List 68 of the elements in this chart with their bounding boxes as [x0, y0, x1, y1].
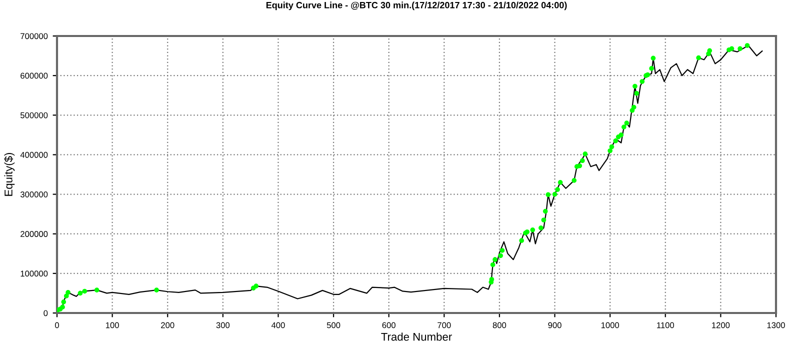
point	[541, 218, 546, 222]
point	[530, 227, 536, 232]
point	[254, 284, 259, 288]
y-tick-label: 0	[44, 310, 48, 316]
point	[572, 178, 577, 183]
point	[154, 288, 159, 292]
chart-title: Equity Curve Line - @BTC 30 min.(17/12/2017 17:30 - 21/10/2022 04:00)	[266, 2, 567, 10]
point	[707, 48, 712, 54]
point	[618, 132, 624, 138]
y-tick-label: 200000	[20, 231, 48, 237]
point	[61, 300, 66, 304]
point	[558, 180, 563, 185]
x-tick-label: 800	[492, 322, 506, 328]
point	[66, 290, 70, 295]
y-tick-label: 500000	[20, 112, 48, 118]
point	[729, 46, 734, 52]
point	[498, 253, 503, 258]
x-tick-label: 900	[548, 322, 562, 328]
x-tick-label: 200	[161, 322, 174, 328]
point	[640, 79, 645, 84]
point	[552, 192, 558, 197]
point	[555, 187, 560, 192]
x-tick-label: 300	[216, 322, 230, 328]
point	[632, 84, 638, 89]
y-tick-label: 600000	[20, 72, 48, 79]
x-tick-label: 100	[106, 322, 119, 328]
point	[519, 238, 524, 243]
x-tick-label: 1000	[601, 322, 620, 328]
x-tick-label: 1100	[657, 322, 674, 328]
point	[650, 56, 656, 61]
point	[94, 288, 100, 292]
point	[744, 43, 750, 48]
point	[577, 163, 582, 168]
point	[649, 66, 654, 71]
x-tick-label: 400	[271, 322, 285, 328]
point	[538, 226, 544, 230]
x-axis-title: Trade Number	[381, 332, 452, 341]
point	[696, 55, 701, 60]
x-tick-label: 1300	[767, 322, 785, 328]
y-tick-label: 400000	[20, 152, 48, 158]
point	[580, 158, 585, 164]
point	[78, 290, 83, 296]
point	[738, 46, 742, 52]
point	[500, 248, 505, 253]
point	[624, 120, 630, 126]
x-tick-label: 1200	[712, 322, 730, 328]
point	[82, 288, 88, 294]
y-tick-label: 100000	[20, 270, 48, 277]
x-tick-label: 700	[438, 322, 451, 328]
y-axis-title: Equity($)	[4, 152, 15, 196]
point	[60, 304, 65, 310]
point	[609, 144, 614, 150]
point	[622, 124, 626, 130]
point	[490, 262, 496, 268]
point	[613, 138, 618, 144]
point	[546, 192, 551, 198]
y-tick-label: 700000	[20, 33, 48, 40]
point	[492, 257, 498, 262]
point	[582, 152, 588, 156]
point	[489, 276, 494, 282]
point	[631, 104, 636, 110]
point	[608, 148, 612, 154]
x-tick-label: 600	[382, 322, 396, 328]
point	[542, 208, 548, 214]
y-tick-label: 300000	[20, 191, 48, 198]
x-tick-label: 500	[326, 322, 340, 328]
x-tick-label: 0	[55, 322, 59, 328]
point	[634, 90, 640, 96]
